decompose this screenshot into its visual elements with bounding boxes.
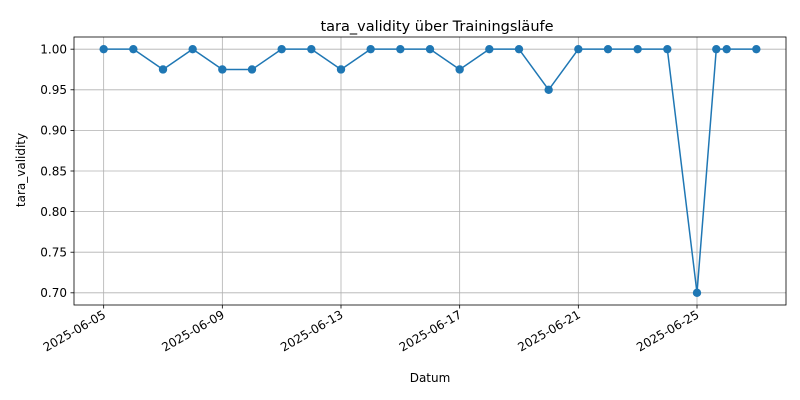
series-line: [103, 48, 757, 294]
y-tick-label: 0.85: [40, 164, 67, 178]
data-point: [722, 44, 731, 54]
data-point: [396, 44, 405, 54]
data-point: [455, 65, 464, 74]
data-point: [366, 44, 375, 54]
data-point: [129, 44, 138, 54]
y-tick-label: 0.70: [40, 286, 67, 300]
y-tick-label: 0.90: [40, 124, 67, 138]
data-point: [188, 44, 197, 54]
chart-title: tara_validity über Trainingsläufe: [320, 19, 553, 35]
data-point: [218, 65, 227, 74]
y-tick-label: 0.75: [40, 246, 67, 260]
data-point: [247, 65, 257, 74]
data-point: [99, 44, 108, 54]
y-tick-label: 0.80: [40, 205, 67, 219]
data-point: [514, 44, 524, 54]
data-point: [158, 65, 168, 74]
y-tick-label: 0.95: [40, 83, 67, 97]
data-point: [485, 44, 494, 54]
data-point: [425, 44, 435, 54]
data-point: [712, 44, 721, 54]
data-point: [692, 288, 702, 298]
series: [99, 44, 761, 298]
data-point: [603, 44, 613, 54]
data-point: [544, 85, 553, 94]
data-point: [574, 44, 583, 54]
data-point: [336, 65, 346, 74]
y-tick-label: 1.00: [40, 42, 67, 56]
data-point: [633, 44, 642, 54]
data-point: [752, 44, 761, 54]
y-axis-title: tara_validity: [14, 133, 28, 207]
y-axis: 0.70 0.75 0.80 0.85 0.90 0.95 1.00: [40, 42, 74, 300]
data-point: [277, 44, 286, 54]
x-axis-title: Datum: [410, 371, 451, 385]
data-point: [307, 44, 316, 54]
data-point: [663, 44, 672, 54]
